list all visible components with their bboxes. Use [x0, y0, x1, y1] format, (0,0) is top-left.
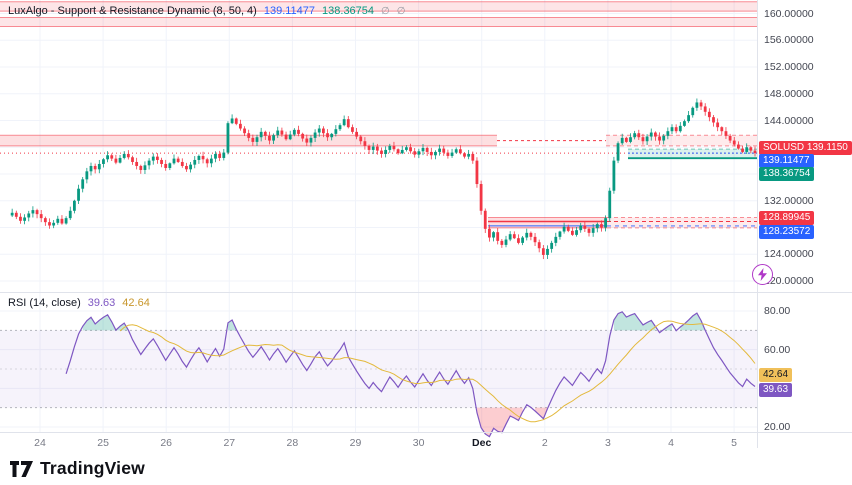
time-axis-label: Dec — [472, 437, 492, 449]
time-axis-label: 24 — [34, 437, 46, 449]
time-axis-label: 5 — [731, 437, 738, 449]
time-axis-label: 25 — [97, 437, 109, 449]
marker-toggle-icon[interactable]: ∅ — [381, 5, 390, 17]
rsi-axis-label: 20.00 — [764, 421, 791, 433]
time-axis[interactable]: 24 25 26 27 28 29 30 Dec 2 3 4 5 — [0, 433, 757, 455]
price-axis-label: 152.00000 — [764, 61, 814, 73]
indicator-title[interactable]: LuxAlgo - Support & Resistance Dynamic (… — [8, 5, 257, 17]
indicator-legend: LuxAlgo - Support & Resistance Dynamic (… — [8, 5, 405, 17]
rsi-pane[interactable] — [0, 293, 757, 432]
rsi-axis-label: 80.00 — [764, 305, 791, 317]
time-axis-label: 27 — [223, 437, 236, 449]
time-axis-label: 28 — [286, 437, 299, 449]
indicator-value-blue: 139.11477 — [263, 5, 316, 17]
price-badge: 138.36754 — [759, 167, 815, 181]
tradingview-logo-text: TradingView — [40, 458, 145, 478]
time-axis-label: 30 — [412, 437, 425, 449]
price-axis-label: 156.00000 — [764, 34, 814, 47]
price-axis-label: 120.00000 — [764, 275, 814, 287]
time-axis-label: 29 — [349, 437, 362, 449]
price-axis-label: 132.00000 — [764, 194, 814, 207]
price-badge: 128.89945 — [759, 211, 815, 225]
time-axis-label: 2 — [541, 437, 548, 449]
rsi-ma-value: 42.64 — [122, 297, 150, 309]
rsi-axis-label: 60.00 — [764, 343, 791, 356]
tradingview-mark-icon — [10, 460, 33, 477]
tradingview-logo[interactable]: TradingView — [10, 458, 145, 479]
price-axis[interactable]: 160.00000 156.00000 152.00000 148.00000 144.… — [758, 0, 852, 449]
indicator-value-green: 138.36754 — [322, 5, 375, 17]
time-axis-label: 3 — [604, 437, 611, 449]
price-axis-label: 124.00000 — [764, 248, 814, 261]
lightning-icon — [758, 268, 767, 281]
price-badge: 139.11477 — [759, 154, 814, 168]
price-axis-label: 144.00000 — [764, 114, 814, 127]
time-axis-label: 26 — [160, 437, 173, 449]
flash-button[interactable] — [752, 264, 773, 285]
rsi-legend: RSI (14, close) 39.63 42.64 — [8, 297, 150, 309]
price-badge: 128.23572 — [759, 225, 815, 239]
time-axis-label: 4 — [668, 437, 674, 449]
rsi-badge: 42.64 — [759, 368, 793, 382]
rsi-title[interactable]: RSI (14, close) — [8, 297, 81, 309]
price-axis-label: 148.00000 — [764, 87, 814, 100]
rsi-badge: 39.63 — [759, 383, 793, 397]
main-chart-pane[interactable] — [0, 0, 757, 292]
marker-toggle-icon[interactable]: ∅ — [396, 5, 406, 17]
rsi-value: 39.63 — [87, 297, 116, 309]
price-badge: SOLUSD 139.1150 — [759, 141, 852, 155]
price-axis-label: 160.00000 — [764, 7, 814, 20]
